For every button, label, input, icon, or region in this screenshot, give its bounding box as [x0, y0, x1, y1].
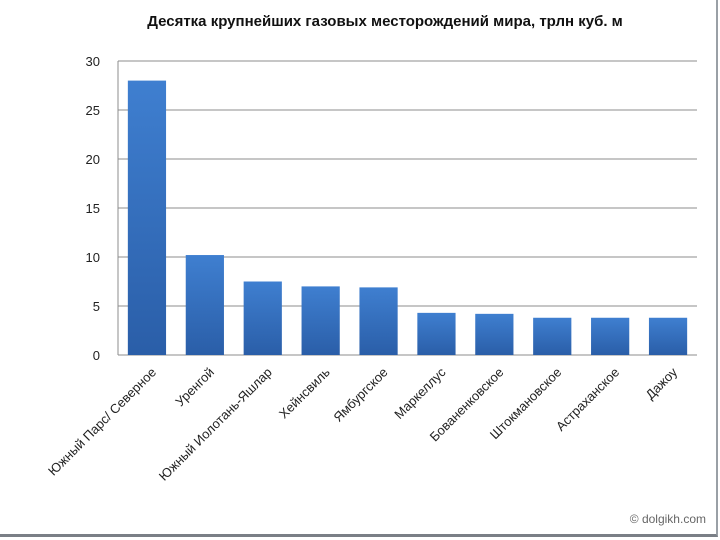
bar: [417, 312, 456, 355]
bar: [648, 317, 688, 355]
y-tick-label: 30: [86, 54, 100, 69]
y-tick-label: 5: [93, 299, 100, 314]
y-axis-ticks: 0 5 10 15 20 25 30: [86, 54, 100, 363]
y-tick-label: 10: [86, 250, 100, 265]
y-tick-label: 25: [86, 103, 100, 118]
grid-layer: [117, 60, 697, 356]
y-tick-label: 20: [86, 152, 100, 167]
x-category-label: Уренгой: [172, 365, 217, 410]
chart-title: Десятка крупнейших газовых месторождений…: [147, 13, 623, 30]
bar: [591, 317, 630, 355]
x-category-label: Южный Иолотань-Яшлар: [156, 365, 275, 484]
x-category-label: Ямбургское: [330, 365, 390, 425]
y-tick-label: 0: [93, 348, 100, 363]
bar: [533, 317, 572, 355]
x-category-label: Маркеллус: [391, 364, 449, 422]
bar: [359, 287, 398, 355]
bar: [243, 281, 282, 355]
watermark: © dolgikh.com: [629, 512, 706, 526]
y-tick-label: 15: [86, 201, 100, 216]
bar-layer: [127, 80, 688, 355]
bar: [301, 286, 340, 355]
bar: [185, 255, 224, 355]
x-category-label: Хейнсвиль: [276, 364, 333, 421]
bar: [127, 80, 167, 355]
bar: [475, 313, 514, 355]
x-category-label: Дажоу: [642, 364, 680, 402]
x-category-label: Южный Парс/ Северное: [45, 365, 159, 479]
